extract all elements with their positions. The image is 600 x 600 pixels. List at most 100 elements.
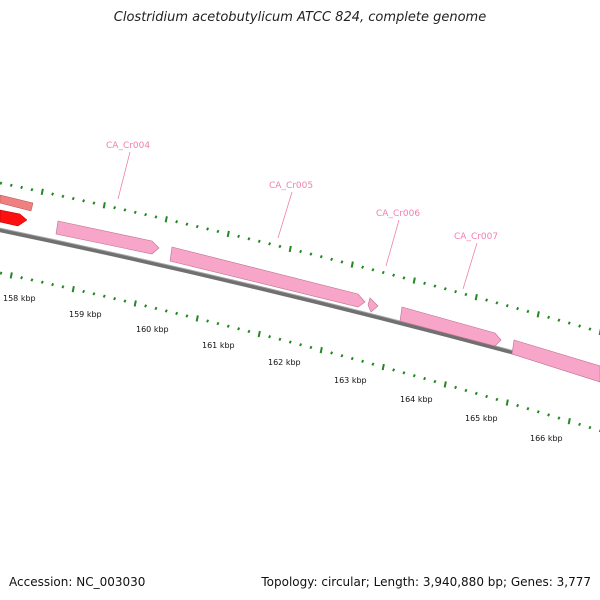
major-tick	[474, 294, 478, 301]
minor-tick	[20, 275, 24, 280]
minor-tick	[464, 292, 468, 297]
gene-red-feature[interactable]	[0, 209, 28, 227]
inner-tick-ring	[0, 271, 600, 433]
minor-tick	[268, 242, 272, 246]
gene-pink-feature[interactable]	[511, 339, 600, 383]
minor-tick	[309, 345, 313, 350]
gene-label-ca-cr005: CA_Cr005	[269, 181, 313, 191]
minor-tick	[578, 324, 582, 328]
gene-label-ca-cr004: CA_Cr004	[106, 141, 150, 151]
minor-tick	[371, 268, 375, 272]
gene-ca-cr004[interactable]	[55, 220, 160, 255]
minor-tick	[154, 306, 158, 311]
minor-tick	[71, 196, 75, 201]
minor-tick	[433, 284, 437, 288]
outer-tick-ring	[0, 181, 600, 336]
minor-tick	[412, 373, 416, 378]
minor-tick	[371, 362, 375, 366]
minor-tick	[526, 309, 530, 314]
minor-tick	[51, 282, 55, 287]
gene-ca-cr006[interactable]	[367, 297, 379, 313]
minor-tick	[51, 192, 55, 196]
genome-backbone-highlight	[0, 227, 600, 375]
minor-tick	[164, 309, 168, 313]
minor-tick	[330, 257, 334, 261]
minor-tick	[361, 265, 365, 269]
minor-tick	[9, 183, 13, 187]
minor-tick	[505, 304, 509, 308]
minor-tick	[288, 340, 292, 344]
gene-salmon-feature[interactable]	[0, 194, 34, 212]
minor-tick	[454, 385, 458, 390]
gene-ca-cr007[interactable]	[399, 306, 502, 347]
minor-tick	[392, 368, 396, 372]
major-tick	[319, 347, 323, 354]
gene-label-ca-cr007: CA_Cr007	[454, 232, 498, 242]
minor-tick	[423, 376, 427, 381]
minor-tick	[216, 229, 220, 234]
gene-ca-cr005[interactable]	[169, 246, 366, 308]
gene-label-leader	[117, 151, 131, 200]
minor-tick	[206, 227, 210, 231]
gene-label-leader	[385, 219, 400, 267]
minor-tick	[278, 244, 282, 249]
minor-tick	[278, 337, 282, 342]
minor-tick	[330, 351, 334, 355]
major-tick	[567, 418, 571, 425]
minor-tick	[381, 270, 385, 275]
minor-tick	[82, 199, 86, 203]
minor-tick	[247, 237, 251, 241]
minor-tick	[557, 416, 561, 420]
minor-tick	[102, 294, 106, 298]
minor-tick	[144, 304, 148, 308]
kbp-label: 162 kbp	[268, 358, 301, 367]
kbp-label: 163 kbp	[334, 376, 367, 385]
kbp-label: 160 kbp	[136, 325, 169, 334]
minor-tick	[578, 422, 582, 427]
minor-tick	[557, 318, 561, 322]
kbp-label: 166 kbp	[530, 434, 563, 443]
minor-tick	[206, 319, 210, 323]
major-tick	[288, 245, 292, 253]
minor-tick	[526, 407, 530, 411]
minor-tick	[319, 254, 323, 259]
minor-tick	[216, 321, 220, 326]
map-title: Clostridium acetobutylicum ATCC 824, com…	[113, 10, 487, 25]
major-tick	[195, 315, 199, 322]
minor-tick	[588, 327, 592, 331]
minor-tick	[82, 289, 86, 294]
major-tick	[350, 261, 354, 268]
minor-tick	[464, 388, 468, 393]
minor-tick	[516, 403, 520, 408]
minor-tick	[20, 185, 24, 190]
minor-tick	[40, 280, 44, 284]
minor-tick	[123, 299, 127, 303]
minor-tick	[195, 224, 199, 229]
minor-tick	[423, 281, 427, 286]
accession-text: Accession: NC_003030	[9, 575, 146, 589]
minor-tick	[547, 315, 551, 319]
minor-tick	[61, 194, 65, 198]
minor-tick	[474, 391, 478, 396]
minor-tick	[402, 276, 406, 280]
major-tick	[40, 188, 44, 196]
minor-tick	[0, 181, 3, 185]
kbp-label: 158 kbp	[3, 294, 36, 303]
major-tick	[381, 363, 385, 371]
major-tick	[133, 300, 137, 307]
minor-tick	[485, 394, 489, 399]
minor-tick	[268, 334, 272, 339]
minor-tick	[133, 210, 137, 214]
kbp-label: 165 kbp	[465, 414, 498, 423]
major-tick	[9, 272, 13, 279]
minor-tick	[443, 287, 447, 291]
major-tick	[443, 381, 447, 388]
minor-tick	[433, 379, 437, 384]
minor-tick	[454, 289, 458, 294]
minor-tick	[309, 252, 313, 256]
minor-tick	[154, 215, 158, 219]
gene-label-ca-cr006: CA_Cr006	[376, 209, 420, 219]
minor-tick	[516, 306, 520, 311]
minor-tick	[257, 239, 261, 244]
